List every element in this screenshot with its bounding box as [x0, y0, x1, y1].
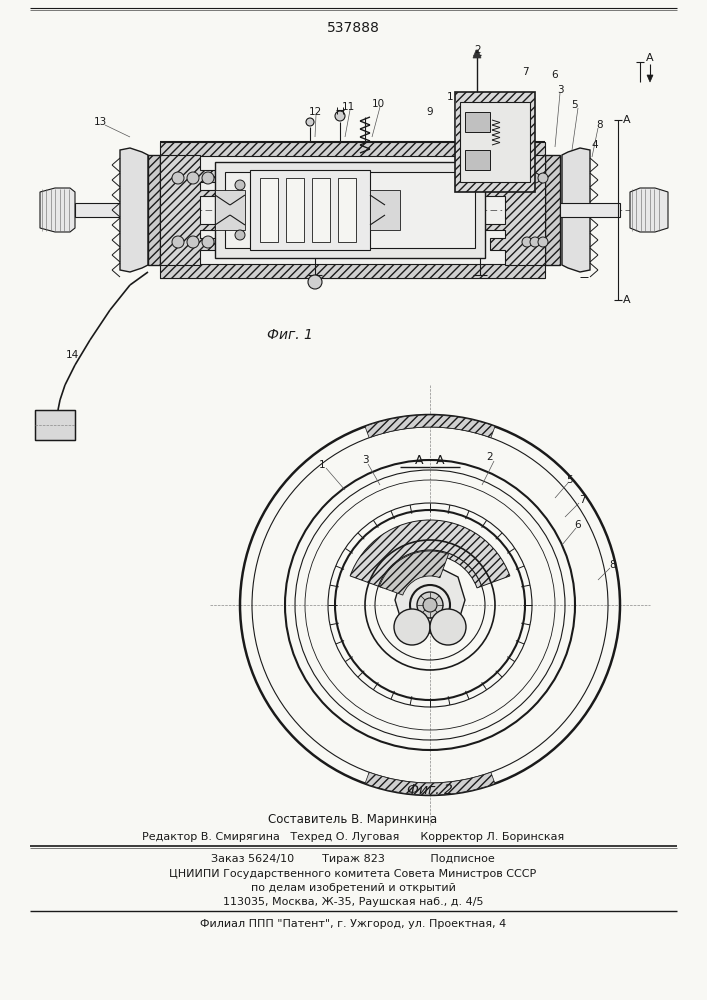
Wedge shape — [380, 567, 398, 643]
Circle shape — [335, 111, 345, 121]
Text: 3: 3 — [362, 455, 368, 465]
Text: Фиг. 1: Фиг. 1 — [267, 328, 313, 342]
Text: 7: 7 — [579, 495, 585, 505]
Bar — [35, 410, 75, 440]
Circle shape — [306, 118, 314, 126]
Text: 9: 9 — [427, 107, 433, 117]
Text: А: А — [646, 53, 654, 63]
Polygon shape — [473, 50, 481, 58]
Text: 6: 6 — [575, 520, 581, 530]
Polygon shape — [148, 155, 160, 265]
Bar — [260, 178, 278, 242]
Bar — [225, 172, 475, 248]
Wedge shape — [365, 415, 495, 438]
Circle shape — [172, 172, 184, 184]
Text: 5: 5 — [572, 100, 578, 110]
Polygon shape — [395, 567, 465, 633]
Text: по делам изобретений и открытий: по делам изобретений и открытий — [250, 883, 455, 893]
Circle shape — [202, 236, 214, 248]
Bar — [465, 112, 490, 132]
Bar — [160, 156, 545, 264]
Bar — [35, 410, 75, 440]
Text: Фиг. 2: Фиг. 2 — [407, 783, 453, 797]
Text: 11: 11 — [341, 102, 355, 112]
Circle shape — [235, 230, 245, 240]
Polygon shape — [120, 148, 148, 272]
Text: 5: 5 — [567, 475, 573, 485]
Text: Филиал ППП "Патент", г. Ужгород, ул. Проектная, 4: Филиал ППП "Патент", г. Ужгород, ул. Про… — [200, 919, 506, 929]
Polygon shape — [160, 155, 220, 265]
Bar — [250, 170, 370, 250]
Text: 4: 4 — [592, 140, 598, 150]
Circle shape — [530, 237, 540, 247]
Circle shape — [410, 585, 450, 625]
Bar — [160, 142, 545, 156]
Wedge shape — [350, 520, 510, 588]
Bar — [215, 190, 245, 230]
Circle shape — [202, 172, 214, 184]
Text: А: А — [623, 115, 631, 125]
Circle shape — [187, 236, 199, 248]
Bar — [75, 203, 130, 217]
Bar — [160, 264, 545, 278]
Text: Составитель В. Маринкина: Составитель В. Маринкина — [269, 814, 438, 826]
Polygon shape — [562, 148, 590, 272]
Bar — [560, 203, 620, 217]
Circle shape — [522, 237, 532, 247]
Text: А - А: А - А — [415, 454, 445, 466]
Polygon shape — [485, 155, 545, 265]
Circle shape — [394, 609, 430, 645]
Bar — [460, 102, 530, 182]
Bar — [286, 178, 304, 242]
Bar — [312, 178, 330, 242]
Text: 1: 1 — [447, 92, 453, 102]
Text: 8: 8 — [609, 560, 617, 570]
Text: 6: 6 — [551, 70, 559, 80]
Circle shape — [187, 172, 199, 184]
Polygon shape — [545, 155, 560, 265]
Text: Заказ 5624/10        Тираж 823             Подписное: Заказ 5624/10 Тираж 823 Подписное — [211, 854, 495, 864]
Bar — [370, 190, 400, 230]
Polygon shape — [647, 75, 653, 82]
Circle shape — [235, 180, 245, 190]
Bar — [455, 92, 535, 192]
Text: 2: 2 — [474, 45, 481, 55]
Wedge shape — [379, 551, 448, 595]
Circle shape — [522, 173, 532, 183]
Circle shape — [308, 275, 322, 289]
Polygon shape — [40, 188, 75, 232]
Circle shape — [172, 236, 184, 248]
Text: 3: 3 — [556, 85, 563, 95]
Bar — [465, 150, 490, 170]
Text: 1: 1 — [319, 460, 325, 470]
Text: 537888: 537888 — [327, 21, 380, 35]
Polygon shape — [630, 188, 668, 232]
Circle shape — [423, 598, 437, 612]
Circle shape — [538, 237, 548, 247]
Text: 2: 2 — [486, 452, 493, 462]
Text: 10: 10 — [371, 99, 385, 109]
Circle shape — [530, 173, 540, 183]
Circle shape — [538, 173, 548, 183]
Text: Редактор В. Смирягина   Техред О. Луговая      Корректор Л. Боринская: Редактор В. Смирягина Техред О. Луговая … — [142, 832, 564, 842]
Bar — [215, 162, 485, 258]
Text: 7: 7 — [522, 67, 528, 77]
Text: ЦНИИПИ Государственного комитета Совета Министров СССР: ЦНИИПИ Государственного комитета Совета … — [170, 869, 537, 879]
Wedge shape — [365, 772, 495, 795]
Text: 8: 8 — [597, 120, 603, 130]
Bar — [338, 178, 356, 242]
Text: 13: 13 — [93, 117, 107, 127]
Text: А: А — [623, 295, 631, 305]
Circle shape — [417, 592, 443, 618]
Circle shape — [430, 609, 466, 645]
Text: 113035, Москва, Ж-35, Раушская наб., д. 4/5: 113035, Москва, Ж-35, Раушская наб., д. … — [223, 897, 484, 907]
Text: 14: 14 — [65, 350, 78, 360]
Text: 12: 12 — [308, 107, 322, 117]
